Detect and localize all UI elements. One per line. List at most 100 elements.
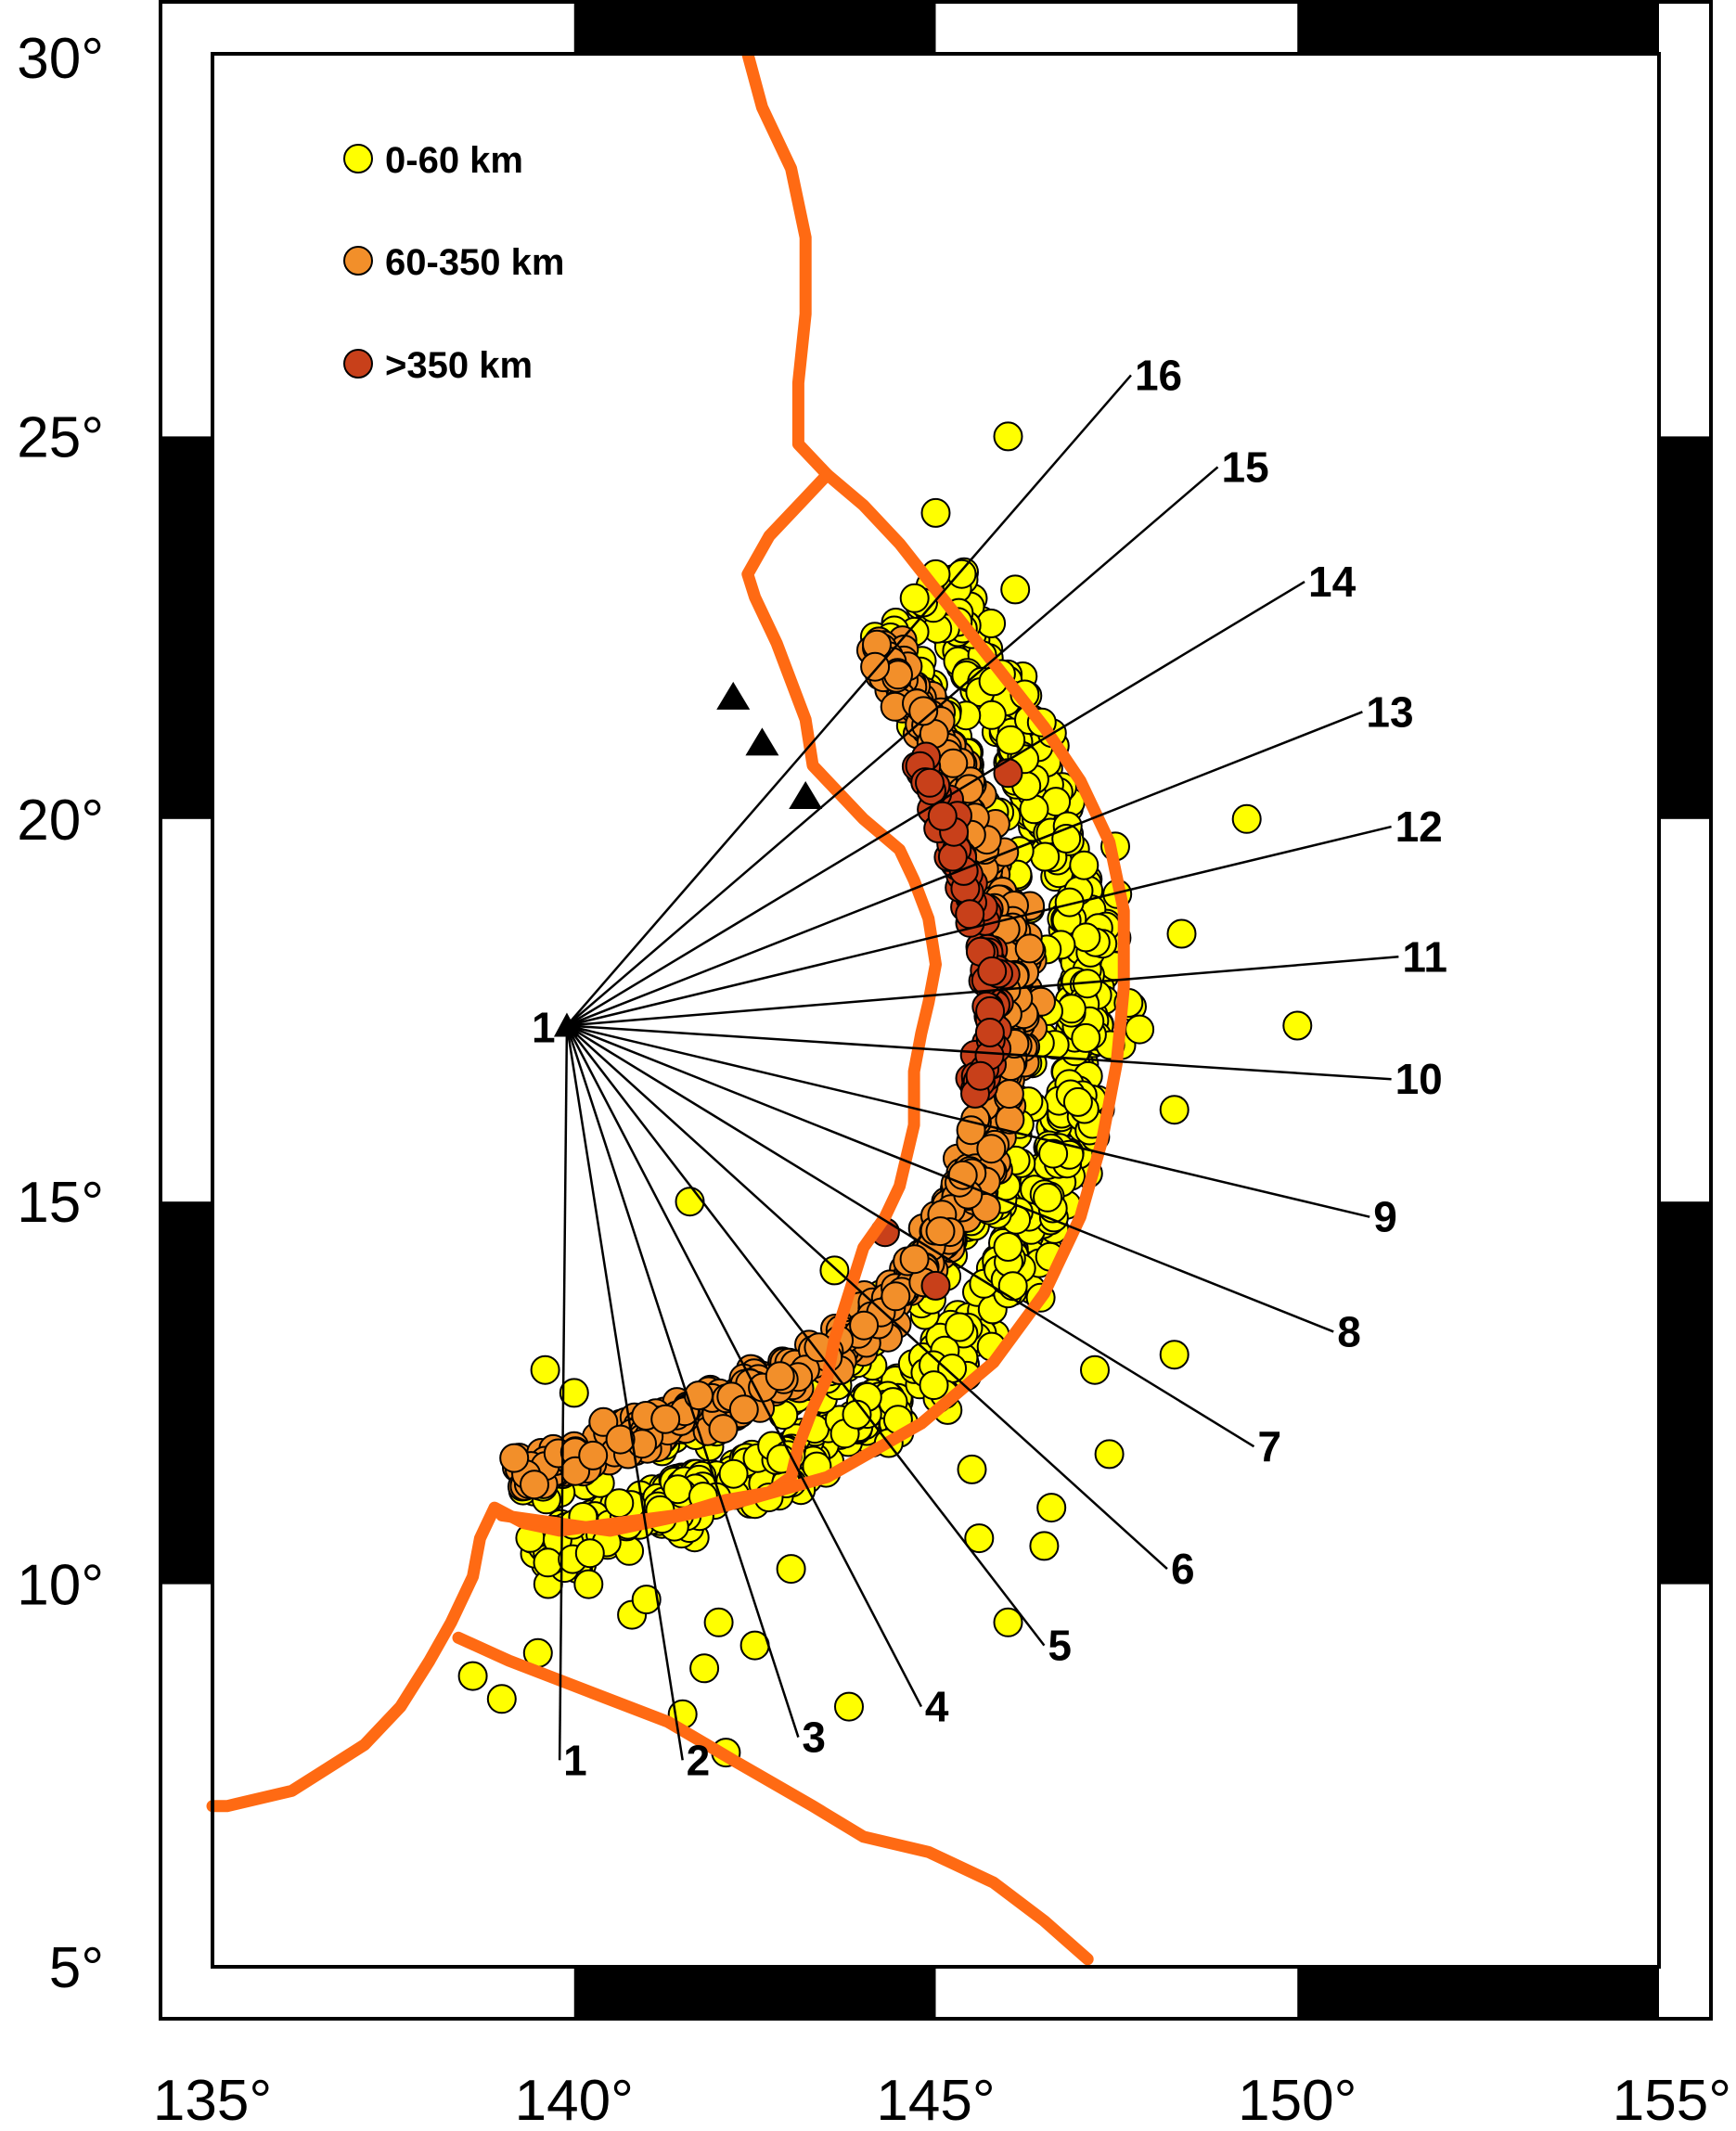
earthquake-marker bbox=[578, 1440, 609, 1470]
frame-inner bbox=[211, 52, 1661, 1969]
earthquake-marker bbox=[993, 1607, 1023, 1637]
earthquake-marker bbox=[849, 1310, 880, 1341]
earthquake-marker bbox=[457, 1661, 488, 1691]
volcano-triangle-icon bbox=[716, 681, 751, 710]
profile-label: 8 bbox=[1337, 1307, 1361, 1355]
legend-swatch-intermediate bbox=[343, 246, 373, 276]
lon-tick-label: 145° bbox=[876, 2069, 995, 2131]
earthquake-marker bbox=[486, 1684, 517, 1714]
earthquake-marker bbox=[1071, 1022, 1101, 1053]
lat-tick-label: 30° bbox=[17, 27, 104, 91]
profile-line bbox=[566, 956, 1399, 1027]
legend-label-intermediate: 60-350 km bbox=[385, 242, 564, 283]
legend-swatch-deep bbox=[343, 349, 373, 379]
earthquake-marker bbox=[520, 1470, 549, 1500]
lat-tick-label: 20° bbox=[17, 789, 104, 853]
earthquake-marker bbox=[915, 767, 945, 798]
earthquake-marker bbox=[955, 899, 985, 930]
lon-tick-label: 150° bbox=[1238, 2069, 1357, 2131]
earthquake-marker bbox=[997, 1271, 1028, 1302]
profile-label: 6 bbox=[1171, 1545, 1195, 1593]
legend-swatch-shallow bbox=[343, 144, 373, 173]
scale-segment-bottom bbox=[1297, 1967, 1659, 2019]
profile-label: 14 bbox=[1308, 558, 1357, 606]
earthquake-marker bbox=[1159, 1340, 1189, 1370]
earthquake-marker bbox=[1036, 1493, 1067, 1523]
earthquake-marker bbox=[718, 1458, 749, 1489]
earthquake-marker bbox=[976, 700, 1007, 730]
lat-tick-label: 15° bbox=[17, 1171, 104, 1235]
scale-segment-right bbox=[1659, 1201, 1711, 1585]
profile-label: 2 bbox=[687, 1736, 711, 1784]
earthquake-marker bbox=[605, 1424, 636, 1455]
profile-line bbox=[566, 1024, 1370, 1218]
earthquake-marker bbox=[499, 1443, 530, 1473]
profile-label: 7 bbox=[1257, 1422, 1281, 1470]
earthquake-marker bbox=[559, 1378, 589, 1408]
lat-tick-label: 5° bbox=[49, 1936, 104, 2000]
profile-line bbox=[566, 374, 1132, 1027]
earthquake-marker bbox=[927, 801, 958, 831]
lat-tick-label: 25° bbox=[17, 405, 104, 469]
earthquake-marker bbox=[899, 1244, 930, 1275]
profile-line bbox=[566, 1024, 1392, 1081]
earthquake-marker bbox=[675, 1187, 705, 1217]
lat-tick-label: 10° bbox=[17, 1554, 104, 1618]
profile-origin-triangle-icon bbox=[553, 1012, 580, 1037]
profile-origin-label: 1 bbox=[532, 1003, 556, 1051]
earthquake-marker bbox=[728, 1394, 759, 1425]
earthquake-marker bbox=[1062, 1086, 1093, 1117]
earthquake-marker bbox=[974, 1018, 1005, 1047]
earthquake-marker bbox=[908, 696, 939, 726]
earthquake-marker bbox=[977, 956, 1008, 986]
earthquake-marker bbox=[530, 1354, 560, 1385]
earthquake-marker bbox=[1000, 574, 1031, 605]
earthquake-marker bbox=[937, 841, 968, 872]
profile-line bbox=[566, 825, 1392, 1027]
earthquake-marker bbox=[1038, 1138, 1069, 1169]
earthquake-marker bbox=[1231, 803, 1262, 834]
earthquake-marker bbox=[1282, 1010, 1313, 1041]
earthquake-marker bbox=[965, 1060, 996, 1091]
profile-line bbox=[566, 466, 1219, 1027]
legend-label-shallow: 0-60 km bbox=[385, 140, 523, 181]
axis-tick-labels: 135° 140° 145° 150° 155° 5° 10° 15° 20° 25° 30° bbox=[17, 27, 1731, 2131]
earthquake-marker bbox=[1166, 918, 1197, 949]
earthquake-marker bbox=[938, 748, 969, 778]
earthquake-marker bbox=[920, 1270, 951, 1301]
earthquake-marker bbox=[946, 558, 977, 589]
earthquake-marker bbox=[574, 1538, 605, 1569]
earthquake-marker bbox=[684, 1380, 714, 1411]
profile-line bbox=[558, 1025, 569, 1761]
earthquake-marker bbox=[834, 1691, 864, 1722]
earthquake-marker bbox=[920, 497, 951, 528]
earthquake-marker bbox=[994, 1079, 1024, 1110]
earthquake-marker bbox=[703, 1607, 734, 1637]
profile-line bbox=[565, 1024, 1046, 1647]
earthquake-marker bbox=[976, 609, 1007, 638]
earthquake-marker bbox=[1094, 1439, 1125, 1470]
map-frame bbox=[159, 0, 1713, 2021]
earthquake-marker bbox=[1033, 1182, 1063, 1213]
lon-tick-label: 155° bbox=[1613, 2069, 1731, 2131]
earthquake-marker bbox=[993, 1232, 1023, 1262]
lon-tick-label: 140° bbox=[515, 2069, 634, 2131]
profile-label: 3 bbox=[802, 1714, 826, 1762]
scale-segment-bottom bbox=[573, 1967, 936, 2019]
legend-label-deep: >350 km bbox=[385, 345, 533, 386]
earthquake-marker bbox=[860, 651, 891, 682]
earthquake-marker bbox=[689, 1653, 720, 1684]
profile-line bbox=[566, 581, 1305, 1027]
earthquake-marker bbox=[1071, 922, 1101, 953]
scale-segment-left bbox=[161, 436, 212, 819]
earthquake-marker bbox=[993, 421, 1023, 452]
profile-line bbox=[566, 1024, 1168, 1571]
profile-line bbox=[566, 1024, 1255, 1448]
profile-line bbox=[566, 1024, 1334, 1333]
earthquake-marker bbox=[1080, 1354, 1110, 1385]
lon-tick-label: 135° bbox=[153, 2069, 272, 2131]
profile-label: 5 bbox=[1048, 1622, 1072, 1670]
earthquake-marker bbox=[1014, 933, 1045, 964]
